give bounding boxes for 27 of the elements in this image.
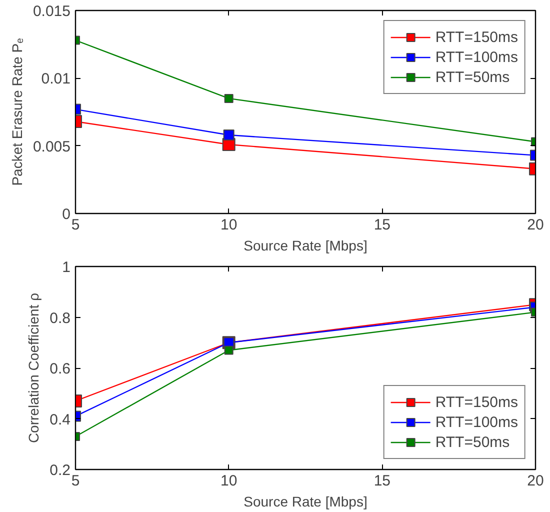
x-tick-label: 15 (374, 216, 391, 234)
y-tick-label: 0.6 (50, 360, 71, 378)
x-tick-label: 10 (220, 216, 238, 234)
legend-label: RTT=50ms (435, 433, 510, 451)
y-tick-label: 0.4 (50, 411, 71, 428)
legend-label: RTT=150ms (435, 28, 518, 46)
x-tick-label: 10 (220, 472, 238, 490)
legend-label: RTT=150ms (435, 393, 518, 411)
y-tick-label: 0.005 (32, 138, 71, 156)
x-axis-title: Source Rate [Mbps] (244, 238, 368, 254)
y-tick-label: 1 (62, 259, 70, 276)
x-tick-label: 5 (71, 216, 80, 234)
x-tick-label: 20 (527, 216, 544, 234)
y-tick-label: 0.015 (32, 3, 71, 20)
x-tick-label: 15 (374, 472, 391, 490)
x-tick-label: 5 (71, 472, 80, 490)
y-axis-title: Correlation Coefficient ρ (26, 292, 42, 444)
legend-label: RTT=50ms (435, 68, 510, 86)
y-tick-label: 0 (62, 206, 70, 223)
legend-label: RTT=100ms (435, 48, 518, 66)
x-tick-label: 20 (527, 472, 544, 490)
y-tick-label: 0.2 (50, 462, 71, 479)
y-axis-title: Packet Erasure Rate Pₑ (8, 38, 25, 186)
y-tick-label: 0.01 (41, 70, 71, 88)
x-axis-title: Source Rate [Mbps] (244, 494, 368, 510)
legend-label: RTT=100ms (435, 413, 518, 431)
y-tick-label: 0.8 (50, 310, 71, 327)
